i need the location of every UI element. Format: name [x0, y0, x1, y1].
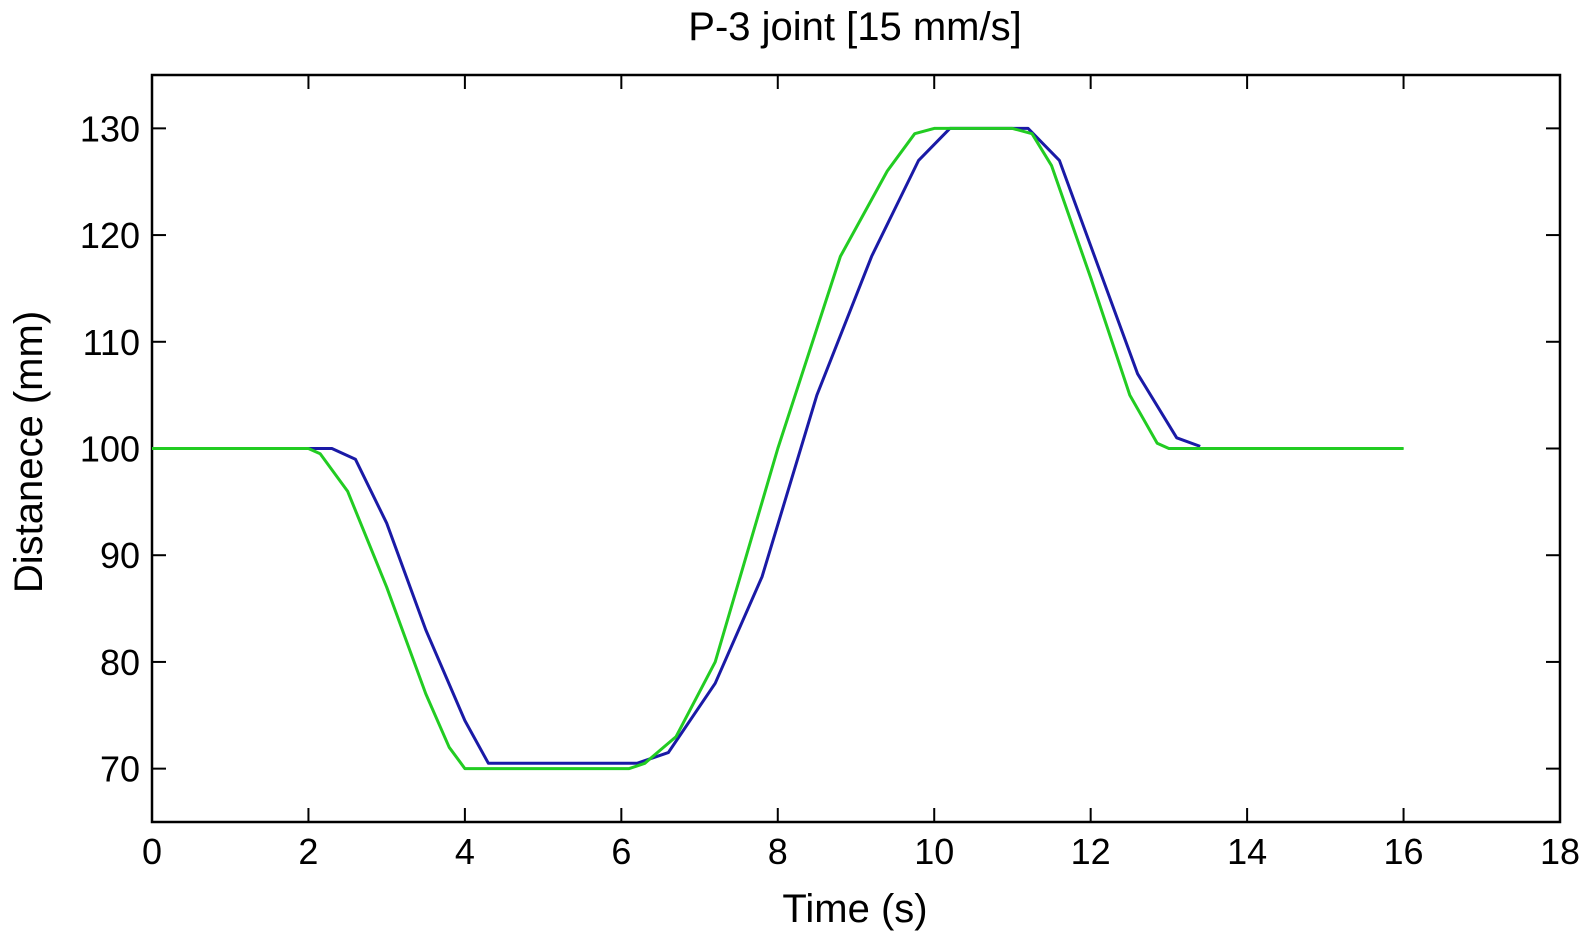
x-tick-label: 16	[1384, 831, 1424, 872]
x-tick-label: 10	[914, 831, 954, 872]
axis-ticks: 0 2 4 6 8 10 12 14 16 18 70 80 90 100 110 120 130	[80, 75, 1580, 872]
y-tick-label: 120	[80, 215, 140, 256]
y-tick-label: 90	[100, 535, 140, 576]
y-tick-label: 130	[80, 108, 140, 149]
x-axis-label: Time (s)	[782, 887, 927, 931]
x-tick-label: 6	[611, 831, 631, 872]
y-tick-label: 80	[100, 642, 140, 683]
chart-title: P-3 joint [15 mm/s]	[688, 5, 1021, 49]
y-tick-label: 70	[100, 749, 140, 790]
x-tick-label: 18	[1540, 831, 1580, 872]
x-tick-label: 14	[1227, 831, 1267, 872]
series-line-1	[152, 126, 1201, 765]
y-tick-label: 100	[80, 429, 140, 470]
series-group	[152, 126, 1404, 771]
series-line-3	[152, 126, 1404, 771]
y-tick-label: 110	[83, 322, 140, 363]
x-tick-label: 12	[1071, 831, 1111, 872]
x-tick-label: 4	[455, 831, 475, 872]
x-tick-label: 0	[142, 831, 162, 872]
x-tick-label: 2	[298, 831, 318, 872]
x-tick-label: 8	[768, 831, 788, 872]
y-axis-label: Distanece (mm)	[7, 311, 51, 593]
